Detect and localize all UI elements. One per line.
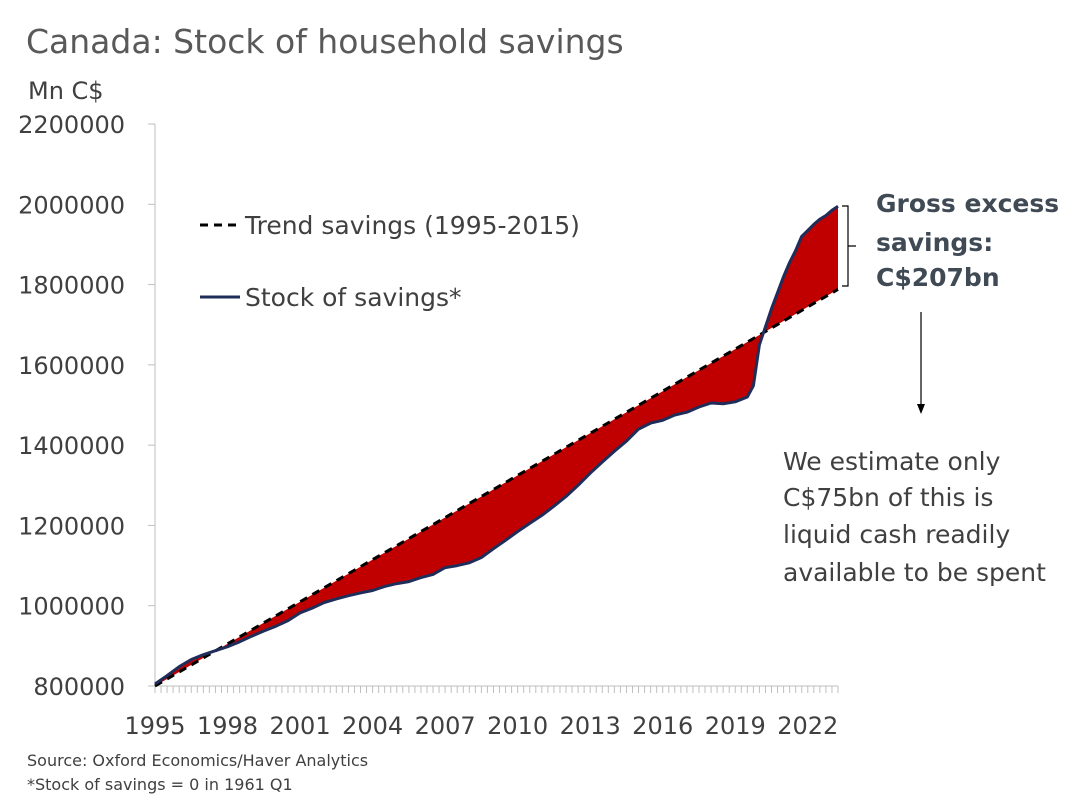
note-line-1: We estimate only xyxy=(783,447,1001,476)
excess-savings-fill xyxy=(155,206,838,687)
excess-annotation-line-3: C$207bn xyxy=(876,263,1000,292)
annotation-arrow xyxy=(917,312,925,414)
x-tick-label: 2022 xyxy=(777,712,838,740)
arrow-head xyxy=(917,404,925,414)
x-tick-label: 2004 xyxy=(342,712,403,740)
y-tick-label: 1600000 xyxy=(18,352,125,380)
x-tick-label: 2001 xyxy=(270,712,331,740)
y-tick-label: 1800000 xyxy=(18,272,125,300)
x-tick-label: 1998 xyxy=(197,712,258,740)
gap-area xyxy=(155,206,838,687)
bracket-line xyxy=(842,205,856,287)
excess-annotation: Gross excess savings: C$207bn xyxy=(876,189,1059,292)
x-tick-label: 2010 xyxy=(487,712,548,740)
chart-title: Canada: Stock of household savings xyxy=(26,22,624,61)
x-tick-label: 1995 xyxy=(124,712,185,740)
note-line-3: liquid cash readily xyxy=(783,520,1010,549)
x-tick-label: 2013 xyxy=(560,712,621,740)
y-tick-label: 1400000 xyxy=(18,432,125,460)
excess-annotation-line-2: savings: xyxy=(876,228,993,257)
y-axis-unit-label: Mn C$ xyxy=(28,77,104,105)
x-tick-label: 2016 xyxy=(632,712,693,740)
y-tick-label: 1200000 xyxy=(18,512,125,540)
y-tick-label: 2200000 xyxy=(18,111,125,139)
x-tick-label: 2019 xyxy=(705,712,766,740)
y-tick-label: 1000000 xyxy=(18,593,125,621)
footnote: *Stock of savings = 0 in 1961 Q1 xyxy=(27,775,293,794)
legend-stock-label: Stock of savings* xyxy=(245,283,462,312)
series-lines xyxy=(154,205,839,688)
legend: Trend savings (1995-2015) Stock of savin… xyxy=(200,211,580,312)
liquid-cash-note: We estimate only C$75bn of this is liqui… xyxy=(783,447,1046,587)
y-tick-label: 800000 xyxy=(33,673,125,701)
x-axis: 1995 1998 2001 2004 2007 2010 2013 2016 2019 2022 xyxy=(124,685,839,740)
stock-of-savings-line xyxy=(154,205,839,686)
excess-annotation-line-1: Gross excess xyxy=(876,189,1059,218)
note-line-4: available to be spent xyxy=(783,558,1046,587)
legend-trend-label: Trend savings (1995-2015) xyxy=(244,211,580,240)
x-tick-label: 2007 xyxy=(415,712,476,740)
y-axis: 800000 1000000 1200000 1400000 1600000 180000… xyxy=(18,111,156,701)
note-line-2: C$75bn of this is xyxy=(783,483,993,512)
y-tick-label: 2000000 xyxy=(18,191,125,219)
excess-bracket xyxy=(842,205,856,287)
trend-savings-line xyxy=(154,288,839,688)
source-note: Source: Oxford Economics/Haver Analytics xyxy=(27,751,368,770)
